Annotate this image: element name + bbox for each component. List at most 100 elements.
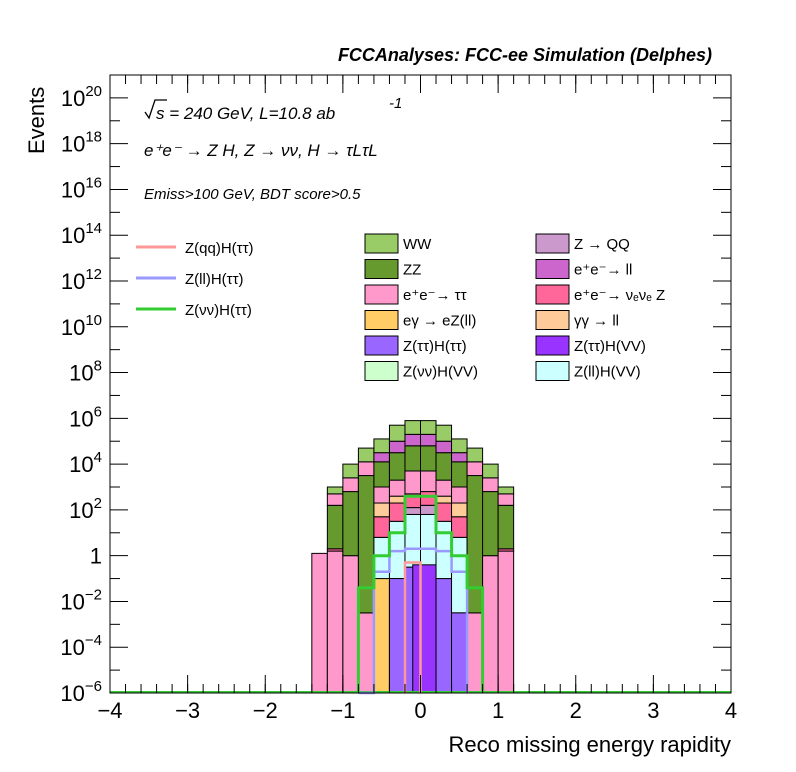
legend-fill-swatch	[535, 361, 570, 381]
bar	[326, 504, 344, 550]
annotation-process: e⁺e⁻ → Z H, Z → νν, H → τLτL	[144, 141, 378, 160]
legend-line-label: Z(νν)H(ττ)	[185, 302, 252, 319]
bar	[311, 552, 328, 694]
bar	[404, 470, 422, 495]
bar	[342, 463, 359, 479]
bar	[404, 507, 422, 515]
y-tick-label: 1010	[61, 312, 102, 340]
bar	[466, 447, 484, 463]
bar	[404, 445, 422, 472]
x-tick-label: −2	[253, 698, 278, 723]
bar	[435, 440, 453, 454]
bar	[451, 502, 468, 518]
bar	[435, 452, 453, 481]
bar	[388, 495, 406, 504]
bar	[404, 433, 422, 447]
x-tick-label: 1	[492, 698, 504, 723]
legend-fill-swatch	[364, 310, 399, 330]
bar	[388, 452, 406, 481]
bar	[357, 475, 375, 614]
bar	[373, 486, 390, 504]
sqrt-symbol	[144, 99, 167, 120]
bar	[373, 578, 390, 694]
legend-fill-swatch	[364, 361, 399, 381]
y-tick-label: 102	[69, 495, 102, 523]
bar	[435, 479, 453, 497]
bar	[451, 438, 468, 454]
bar	[451, 486, 468, 504]
x-tick-label: −4	[97, 698, 122, 723]
bar	[451, 461, 468, 488]
legend-fill-label: e⁺e⁻→ ll	[574, 262, 632, 279]
x-tick-label: 2	[570, 698, 582, 723]
bar	[497, 493, 515, 506]
annotation-energy: s = 240 GeV, L=10.8 ab	[156, 104, 335, 123]
bar	[482, 463, 499, 479]
bar	[373, 516, 390, 538]
bar	[373, 438, 390, 454]
bar	[388, 502, 406, 522]
y-tick-label: 1018	[61, 129, 102, 157]
stacked-histogram	[311, 420, 515, 694]
y-tick-label: 10−2	[60, 586, 102, 614]
legend-fill-swatch	[364, 233, 399, 254]
bar	[404, 513, 422, 568]
annotations: s = 240 GeV, L=10.8 ab -1 e⁺e⁻ → Z H, Z → …	[144, 95, 402, 203]
bar	[420, 433, 437, 447]
legend-fill-label: Z(ττ)H(VV)	[574, 338, 646, 355]
legend-fill-label: ZZ	[403, 262, 421, 279]
x-tick-label: −3	[175, 698, 200, 723]
x-tick-label: −1	[330, 698, 355, 723]
legend-fill-swatch	[535, 335, 570, 356]
bar	[373, 461, 390, 488]
legend-fill-swatch	[364, 259, 399, 279]
legend-fill-label: e⁺e⁻→ ττ	[403, 287, 467, 304]
bar	[482, 477, 499, 493]
bar	[388, 424, 406, 442]
y-tick-label: 106	[69, 403, 102, 431]
bar	[342, 491, 359, 557]
y-tick-label: 1	[90, 544, 102, 569]
bar	[373, 502, 390, 518]
y-tick-label: 104	[69, 449, 102, 477]
bar	[357, 447, 375, 463]
legend-fill-label: Z → QQ	[574, 236, 630, 253]
bar	[497, 504, 515, 550]
annotation-cuts: Emiss>100 GeV, BDT score>0.5	[144, 186, 361, 203]
bar	[420, 420, 437, 435]
chart-title: FCCAnalyses: FCC-ee Simulation (Delphes)	[338, 45, 712, 65]
legend-fill-label: Z(ττ)H(ττ)	[403, 338, 467, 355]
bar	[404, 420, 422, 435]
bar	[388, 440, 406, 454]
legend: Z(qq)H(ττ) Z(ll)H(ττ) Z(νν)H(ττ) WW Z → QQ ZZ…	[136, 233, 665, 381]
bar	[466, 612, 484, 694]
bar	[420, 470, 437, 493]
legend-fill-swatch	[364, 335, 399, 356]
y-axis-title: Events	[24, 87, 49, 154]
x-axis-title: Reco missing energy rapidity	[449, 732, 731, 757]
bar	[326, 486, 344, 495]
y-tick-label: 1014	[61, 220, 102, 248]
bar	[420, 504, 437, 515]
overlay-bar	[451, 612, 468, 694]
bar	[451, 452, 468, 463]
legend-fill-label: Z(ll)H(VV)	[574, 364, 641, 381]
bar	[466, 475, 484, 614]
overlay-bar	[388, 578, 406, 694]
y-tick-label: 10−4	[60, 632, 102, 660]
legend-fill-swatch	[535, 310, 570, 330]
bar	[482, 555, 499, 694]
bar	[420, 513, 437, 568]
bar	[435, 578, 453, 694]
bar	[451, 536, 468, 614]
legend-fill-swatch	[364, 284, 399, 305]
legend-fill-swatch	[535, 259, 570, 279]
x-tick-label: 0	[414, 698, 426, 723]
legend-fill-label: e⁺e⁻→ νₑνₑ Z	[574, 287, 665, 304]
legend-fill-label: WW	[403, 236, 432, 253]
bar	[451, 516, 468, 538]
bar	[497, 550, 515, 694]
bar	[388, 479, 406, 497]
bar	[357, 612, 375, 694]
